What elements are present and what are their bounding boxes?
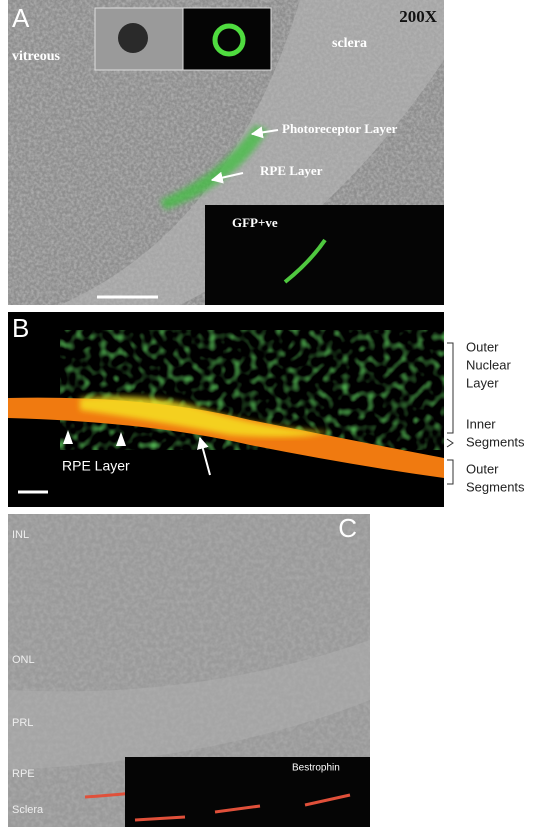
layer-label: RPE <box>12 768 35 780</box>
panel-letter: B <box>12 313 29 343</box>
layer-label: ONL <box>12 654 35 666</box>
bracket <box>447 460 453 484</box>
bracket-labels: Outer Nuclear Layer Inner Segments Outer Segme… <box>466 339 525 494</box>
panel-b: B RPE Layer <box>8 312 444 507</box>
layer-label: INL <box>12 529 29 541</box>
page: A 200X vitreous sclera Photoreceptor Lay… <box>0 0 538 827</box>
label: vitreous <box>12 49 61 64</box>
bracket <box>447 343 453 433</box>
panel-letter: C <box>338 513 357 543</box>
figure: A 200X vitreous sclera Photoreceptor Lay… <box>0 0 538 827</box>
label: Photoreceptor Layer <box>282 121 398 136</box>
panel-letter: A <box>12 3 30 33</box>
bracket-label: Nuclear <box>466 357 511 372</box>
bracket-label: Outer <box>466 339 499 354</box>
label: GFP+ve <box>232 215 278 230</box>
layer-label: Sclera <box>12 804 44 816</box>
bracket <box>447 439 453 447</box>
brackets <box>447 343 453 484</box>
bracket-label: Segments <box>466 479 525 494</box>
bracket-label: Outer <box>466 461 499 476</box>
layer-label: PRL <box>12 717 33 729</box>
inset-fluor <box>183 8 271 70</box>
label: RPE Layer <box>62 458 130 474</box>
magnification: 200X <box>399 7 438 26</box>
label: sclera <box>332 36 367 51</box>
bracket-label: Inner <box>466 416 496 431</box>
bracket-label: Segments <box>466 434 525 449</box>
bracket-label: Layer <box>466 375 499 390</box>
label: RPE Layer <box>260 163 323 178</box>
panel-c: C INL ONL PRL RPE Sclera Bestrophin <box>8 513 370 827</box>
panel-a: A 200X vitreous sclera Photoreceptor Lay… <box>8 0 444 305</box>
cell-blob <box>118 23 148 53</box>
label: Bestrophin <box>292 763 340 774</box>
